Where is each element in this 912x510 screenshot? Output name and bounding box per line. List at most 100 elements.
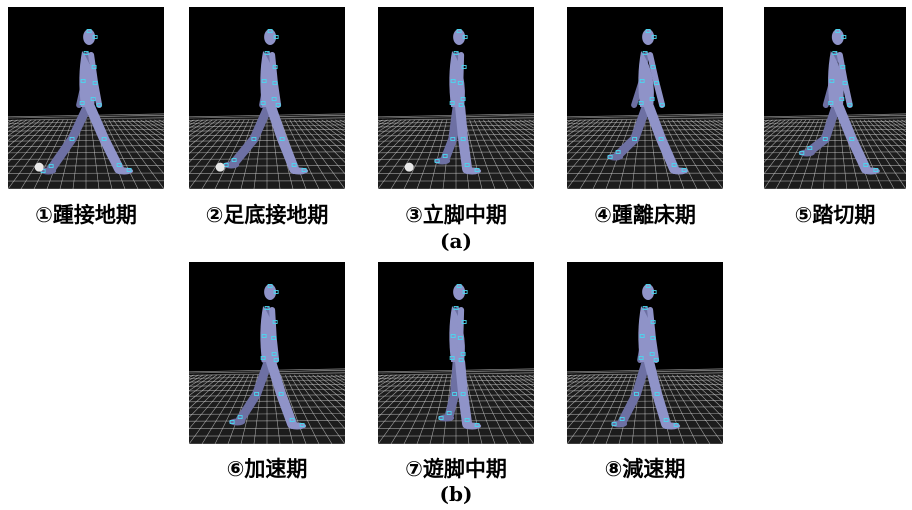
grid-line <box>189 119 227 154</box>
marker <box>260 101 266 105</box>
grid-line <box>567 374 609 418</box>
front-foot <box>463 422 482 430</box>
grid-line <box>514 119 534 133</box>
grid-line <box>764 119 807 175</box>
marker <box>450 137 456 141</box>
marker <box>456 29 462 33</box>
grid-line <box>884 119 906 137</box>
grid-line <box>307 119 345 154</box>
floor-grid <box>189 368 345 444</box>
grid-line <box>676 119 723 175</box>
grid-line <box>464 374 483 444</box>
grid-line <box>567 374 596 397</box>
marker <box>101 137 107 141</box>
grid-line <box>20 119 64 189</box>
marker <box>458 103 464 107</box>
walker-figure <box>40 29 134 175</box>
front-leg <box>85 102 125 174</box>
marker <box>671 163 677 167</box>
marker <box>279 137 285 141</box>
marker <box>849 137 855 141</box>
grid-line <box>514 374 534 388</box>
front-foot <box>670 167 689 175</box>
front-leg <box>266 357 298 429</box>
floor-grid <box>378 113 534 189</box>
grid-line <box>403 119 439 189</box>
grid-line <box>764 119 786 137</box>
marker <box>839 97 845 101</box>
marker <box>273 358 279 362</box>
walker-render-8 <box>567 284 723 444</box>
marker <box>434 159 440 163</box>
panel-foot-flat <box>189 7 345 189</box>
marker <box>847 103 853 107</box>
caption-phase-2: ②足底接地期 <box>205 203 329 227</box>
grid-line <box>390 374 434 444</box>
marker <box>80 79 86 83</box>
walker-figure <box>611 284 681 430</box>
grid-line <box>284 119 320 189</box>
grid-line <box>8 119 46 154</box>
motion-markers <box>438 284 480 427</box>
marker <box>650 320 656 324</box>
grid-line <box>492 374 534 418</box>
marker <box>289 418 295 422</box>
walker-render-2 <box>189 29 345 189</box>
grid-line <box>416 119 443 189</box>
marker <box>650 336 656 340</box>
grid-line <box>662 119 698 189</box>
front-arm <box>647 307 660 363</box>
grid-line <box>378 374 402 392</box>
grid-line <box>478 374 522 444</box>
grid-line <box>662 374 698 444</box>
marker <box>450 79 456 83</box>
marker <box>653 358 659 362</box>
head <box>83 29 96 45</box>
walker-figure <box>229 284 307 430</box>
head <box>642 29 655 45</box>
grid-line <box>378 119 420 163</box>
marker <box>650 65 656 69</box>
marker <box>461 65 467 69</box>
back-foot <box>438 414 455 422</box>
grid-line <box>567 119 591 137</box>
front-leg <box>455 102 473 174</box>
grid-line <box>325 374 345 388</box>
grid-line <box>764 119 794 147</box>
marker <box>681 168 687 172</box>
ball-icon <box>404 162 414 172</box>
grid-line <box>8 119 37 142</box>
marker <box>659 103 665 107</box>
floor-grid <box>189 113 345 189</box>
grid-line <box>667 374 711 444</box>
grid-line <box>271 119 281 189</box>
grid-line <box>694 374 723 397</box>
marker <box>638 356 644 360</box>
panel-heel-strike <box>8 7 164 189</box>
grid-line <box>764 119 790 142</box>
grid-line <box>189 374 213 392</box>
grid-line <box>567 119 618 189</box>
marker <box>649 352 655 356</box>
grid-line <box>227 374 254 444</box>
motion-markers <box>799 29 879 172</box>
marker <box>229 420 235 424</box>
ball-icon <box>34 162 44 172</box>
marker <box>438 416 444 420</box>
head <box>264 284 277 300</box>
grid-line <box>378 119 425 175</box>
sublabel-b: (b) <box>439 482 473 506</box>
grid-line <box>867 119 906 163</box>
walker-figure <box>223 29 309 175</box>
grid-line <box>605 374 632 444</box>
grid-line <box>667 119 711 189</box>
motion-markers <box>611 284 679 427</box>
front-leg <box>644 102 680 174</box>
marker <box>261 334 267 338</box>
marker <box>92 81 98 85</box>
front-foot <box>463 167 482 175</box>
marker <box>462 290 468 294</box>
panel-deceleration <box>567 262 723 444</box>
marker <box>92 35 98 39</box>
grid-line <box>294 119 345 189</box>
